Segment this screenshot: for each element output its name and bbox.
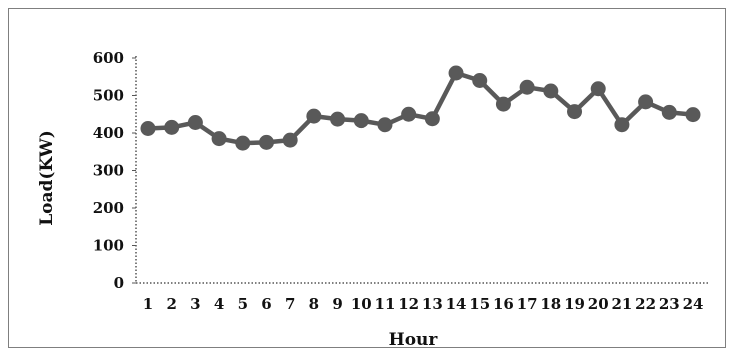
x-tick-label: 12 — [398, 295, 419, 313]
y-tick-label: 100 — [93, 237, 124, 255]
data-point — [472, 73, 488, 88]
x-tick-label: 4 — [214, 295, 224, 313]
data-point — [353, 113, 369, 129]
data-series — [140, 65, 701, 151]
data-point — [424, 111, 440, 127]
data-point — [164, 119, 180, 135]
y-tick-label: 600 — [93, 49, 124, 67]
x-tick-label: 8 — [309, 295, 319, 313]
series-line — [145, 70, 696, 146]
x-tick-label: 5 — [238, 295, 248, 313]
chart-frame — [8, 8, 726, 348]
x-tick-label: 16 — [493, 295, 514, 313]
x-tick-label: 18 — [540, 295, 561, 313]
data-point — [685, 107, 701, 123]
data-point — [638, 94, 654, 110]
data-point — [519, 79, 535, 95]
data-point — [543, 83, 559, 99]
data-point — [282, 132, 298, 148]
data-point — [614, 117, 630, 133]
data-point — [306, 108, 322, 124]
y-tick-label: 200 — [93, 199, 124, 217]
axes — [135, 56, 708, 284]
data-point — [448, 65, 464, 81]
data-point — [187, 115, 203, 130]
data-point — [235, 135, 251, 151]
data-point — [495, 96, 511, 112]
y-tick-label: 500 — [93, 87, 124, 105]
x-tick-label: 17 — [517, 295, 538, 313]
x-tick-label: 24 — [683, 295, 704, 313]
data-point — [330, 111, 346, 127]
x-tick-label: 23 — [659, 295, 680, 313]
y-tick-label: 400 — [93, 124, 124, 142]
x-tick-label: 1 — [143, 295, 153, 313]
x-tick-label: 2 — [166, 295, 176, 313]
data-point — [211, 131, 227, 147]
x-tick-label: 14 — [446, 295, 467, 313]
x-tick-label: 11 — [375, 295, 396, 313]
x-tick-label: 3 — [190, 295, 200, 313]
x-tick-label: 22 — [635, 295, 656, 313]
data-point — [590, 81, 606, 97]
data-point — [661, 104, 677, 120]
y-tick-label: 300 — [93, 162, 124, 180]
y-tick-labels: 0 100 200 300 400 500 600 — [93, 49, 136, 292]
x-tick-label: 15 — [469, 295, 490, 313]
x-tick-label: 10 — [351, 295, 372, 313]
x-tick-label: 9 — [332, 295, 342, 313]
x-tick-label: 19 — [564, 295, 585, 313]
data-point — [377, 117, 393, 133]
x-tick-labels: 1 2 3 4 5 6 7 8 9 10 11 12 13 14 15 16 17 18 19 20 21 22 23 24 — [143, 295, 704, 313]
y-tick-label: 0 — [114, 274, 124, 292]
x-tick-label: 7 — [285, 295, 295, 313]
data-point — [140, 121, 156, 136]
x-tick-label: 20 — [588, 295, 609, 313]
data-point — [401, 106, 417, 122]
x-axis-label: Hour — [389, 330, 439, 350]
x-tick-label: 6 — [261, 295, 271, 313]
data-point — [567, 104, 583, 120]
x-tick-label: 13 — [422, 295, 443, 313]
data-point — [258, 134, 274, 150]
x-tick-label: 21 — [611, 295, 632, 313]
y-axis-label: Load(KW) — [37, 130, 57, 226]
